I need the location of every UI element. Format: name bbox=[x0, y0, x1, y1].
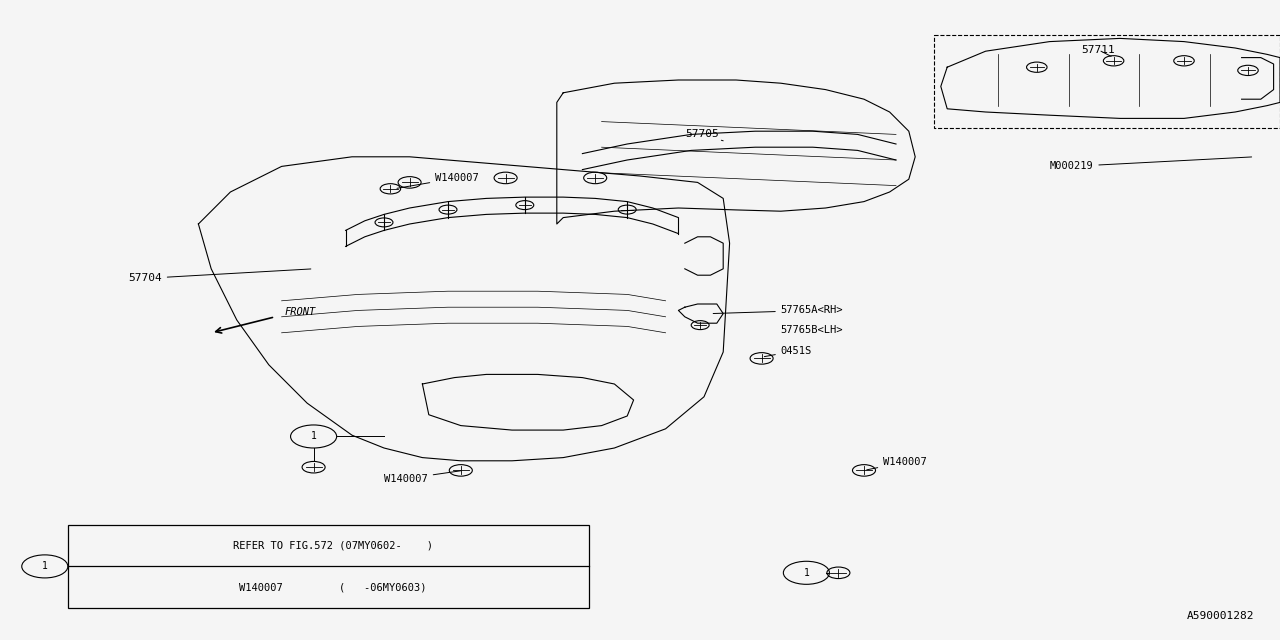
Text: 57705: 57705 bbox=[685, 129, 723, 141]
Text: A590001282: A590001282 bbox=[1187, 611, 1254, 621]
Text: W140007: W140007 bbox=[867, 457, 927, 470]
Text: M000219: M000219 bbox=[1050, 157, 1252, 172]
Text: 57711: 57711 bbox=[1082, 45, 1115, 56]
Text: 57765A<RH>: 57765A<RH> bbox=[713, 305, 844, 316]
Text: REFER TO FIG.572 (07MY0602-    ): REFER TO FIG.572 (07MY0602- ) bbox=[233, 541, 433, 550]
Text: 0451S: 0451S bbox=[764, 346, 812, 356]
Text: W140007         (   -06MY0603): W140007 ( -06MY0603) bbox=[239, 582, 426, 592]
Text: 57765B<LH>: 57765B<LH> bbox=[781, 324, 844, 335]
Text: 57704: 57704 bbox=[128, 269, 311, 284]
Text: 1: 1 bbox=[311, 431, 316, 442]
Text: W140007: W140007 bbox=[384, 471, 461, 484]
Text: 1: 1 bbox=[42, 561, 47, 572]
Text: 1: 1 bbox=[804, 568, 809, 578]
Text: W140007: W140007 bbox=[397, 173, 479, 188]
Text: FRONT: FRONT bbox=[284, 307, 315, 317]
